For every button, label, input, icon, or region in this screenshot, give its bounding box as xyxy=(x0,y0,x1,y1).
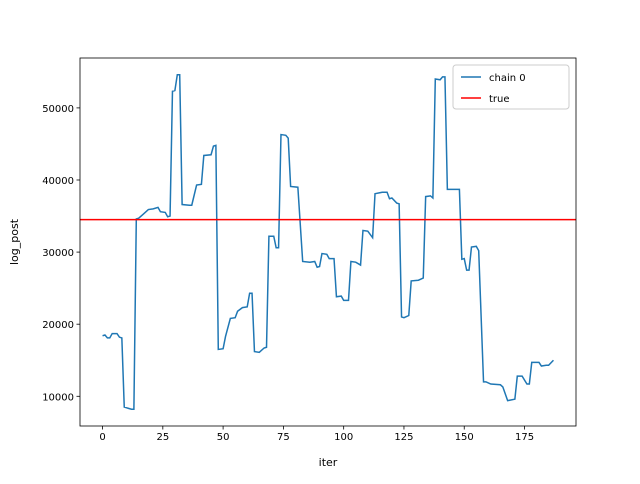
x-tick-label: 175 xyxy=(515,432,534,443)
x-tick-label: 75 xyxy=(277,432,290,443)
y-tick-label: 20000 xyxy=(42,320,74,331)
line-series xyxy=(102,73,554,411)
x-tick-label: 100 xyxy=(334,432,353,443)
x-tick-label: 25 xyxy=(156,432,169,443)
x-tick-label: 150 xyxy=(455,432,474,443)
y-tick-label: 50000 xyxy=(42,104,74,115)
y-axis-label: log_post xyxy=(8,218,21,265)
x-axis-label: iter xyxy=(319,456,338,469)
x-tick-label: 0 xyxy=(99,432,105,443)
x-tick-label: 125 xyxy=(394,432,413,443)
x-tick-label: 50 xyxy=(217,432,230,443)
y-tick-label: 10000 xyxy=(42,392,74,403)
legend-box xyxy=(452,64,570,110)
plot-frame xyxy=(79,57,577,427)
legend-label: chain 0 xyxy=(489,73,526,84)
y-tick-label: 30000 xyxy=(42,248,74,259)
y-tick-label: 40000 xyxy=(42,176,74,187)
legend-label: true xyxy=(489,94,510,105)
